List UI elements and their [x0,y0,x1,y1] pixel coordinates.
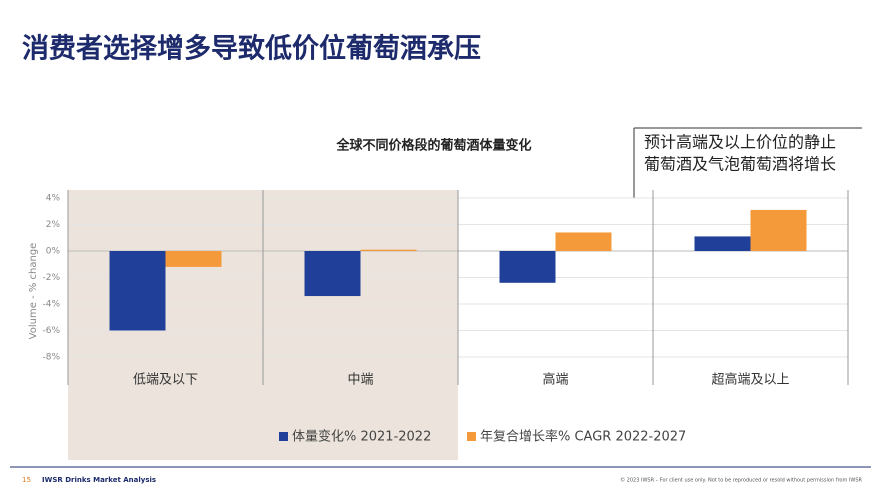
x-tick-label: 超高端及以上 [711,372,789,388]
bar [555,232,612,251]
x-tick-label: 低端及以下 [133,373,198,388]
callout-text: 葡萄酒及气泡葡萄酒将增长 [644,155,836,174]
page-title: 消费者选择增多导致低价位葡萄酒承压 [22,33,481,65]
y-tick-label: -4% [42,300,60,310]
legend-label: 年复合增长率% CAGR 2022-2027 [480,429,686,445]
bar [304,251,361,297]
page-number: 15 [22,476,31,484]
legend-swatch [467,432,476,441]
y-tick-label: -8% [42,353,60,363]
bar [499,251,556,283]
bar [165,251,222,267]
y-tick-label: 0% [46,247,61,257]
bar [109,251,166,331]
y-tick-label: 2% [46,220,61,230]
legend-swatch [279,432,288,441]
bar [360,249,417,251]
callout-text: 预计高端及以上价位的静止 [644,133,836,152]
legend-label: 体量变化% 2021-2022 [292,429,431,445]
x-tick-label: 中端 [347,373,373,388]
y-tick-label: -6% [42,326,60,336]
footer-brand: IWSR Drinks Market Analysis [42,476,156,484]
x-tick-label: 高端 [542,372,568,388]
y-tick-label: 4% [46,194,61,204]
y-axis-label: Volume - % change [28,243,39,340]
bar [750,209,807,251]
footer-note: © 2023 IWSR – For client use only. Not t… [620,477,862,484]
y-tick-label: -2% [42,273,60,283]
chart-title: 全球不同价格段的葡萄酒体量变化 [335,138,531,154]
bar [694,236,751,251]
